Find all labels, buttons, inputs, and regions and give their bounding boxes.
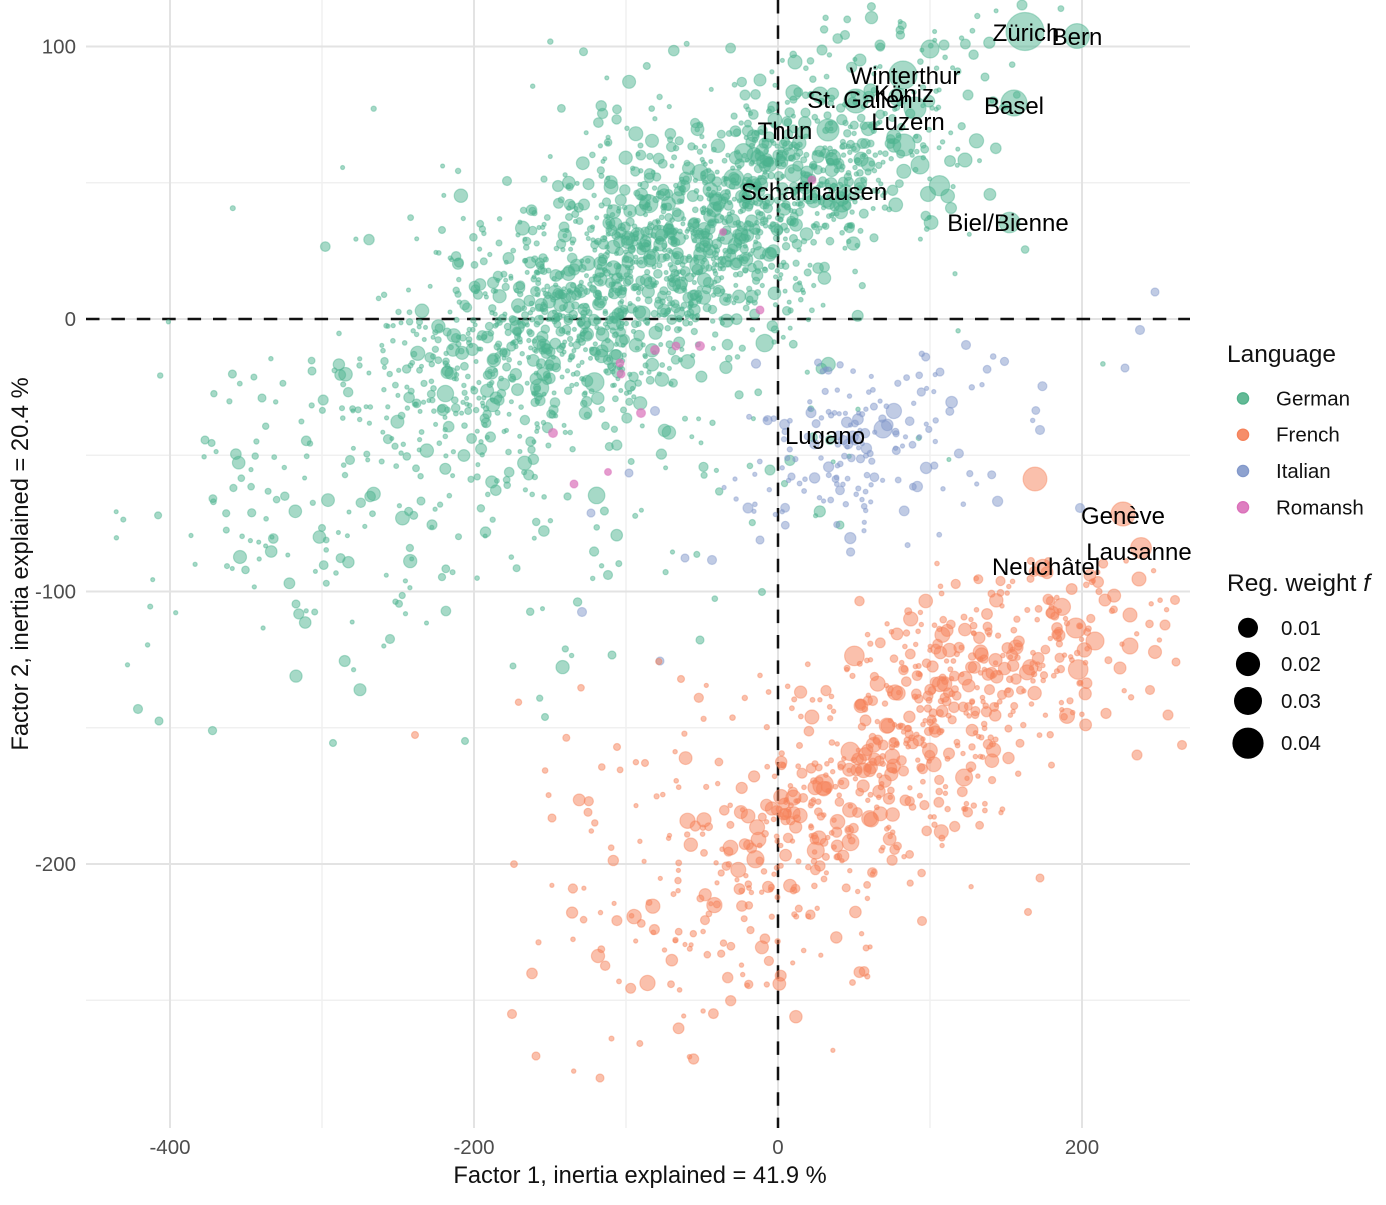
svg-text:St. Gallen: St. Gallen (807, 87, 912, 114)
svg-text:0.03: 0.03 (1281, 690, 1321, 713)
svg-text:Biel/Bienne: Biel/Bienne (947, 210, 1068, 237)
svg-text:French: French (1276, 424, 1340, 447)
svg-text:Zürich: Zürich (993, 20, 1060, 47)
svg-text:Factor 2, inertia explained =: Factor 2, inertia explained = 20.4 % (8, 377, 34, 750)
svg-text:-200: -200 (453, 1136, 494, 1159)
svg-text:Bern: Bern (1052, 24, 1103, 51)
svg-text:100: 100 (42, 36, 76, 59)
svg-text:-200: -200 (35, 853, 76, 876)
svg-text:Lugano: Lugano (785, 423, 865, 450)
svg-text:Genève: Genève (1081, 503, 1165, 530)
svg-text:Italian: Italian (1276, 460, 1331, 483)
svg-text:Factor 1, inertia explained =: Factor 1, inertia explained = 41.9 % (453, 1163, 826, 1189)
svg-text:Schaffhausen: Schaffhausen (741, 179, 887, 206)
svg-text:German: German (1276, 387, 1350, 410)
svg-text:0.04: 0.04 (1281, 732, 1321, 755)
svg-text:Basel: Basel (984, 93, 1044, 120)
svg-text:0.02: 0.02 (1281, 653, 1321, 676)
svg-text:0: 0 (65, 308, 76, 331)
svg-text:-100: -100 (35, 581, 76, 604)
svg-text:Lausanne: Lausanne (1086, 539, 1191, 566)
svg-text:Köniz: Köniz (874, 81, 934, 108)
svg-text:Romansh: Romansh (1276, 496, 1364, 519)
svg-text:-400: -400 (149, 1136, 190, 1159)
svg-text:Winterthur: Winterthur (850, 63, 961, 90)
svg-text:Neuchâtel: Neuchâtel (992, 554, 1100, 581)
svg-text:Reg. weight f: Reg. weight f (1227, 570, 1372, 597)
svg-text:0: 0 (772, 1136, 783, 1159)
svg-text:0.01: 0.01 (1281, 617, 1321, 640)
svg-text:Luzern: Luzern (871, 109, 944, 136)
svg-text:200: 200 (1065, 1136, 1099, 1159)
svg-text:Language: Language (1227, 341, 1336, 368)
svg-text:Thun: Thun (758, 118, 813, 145)
